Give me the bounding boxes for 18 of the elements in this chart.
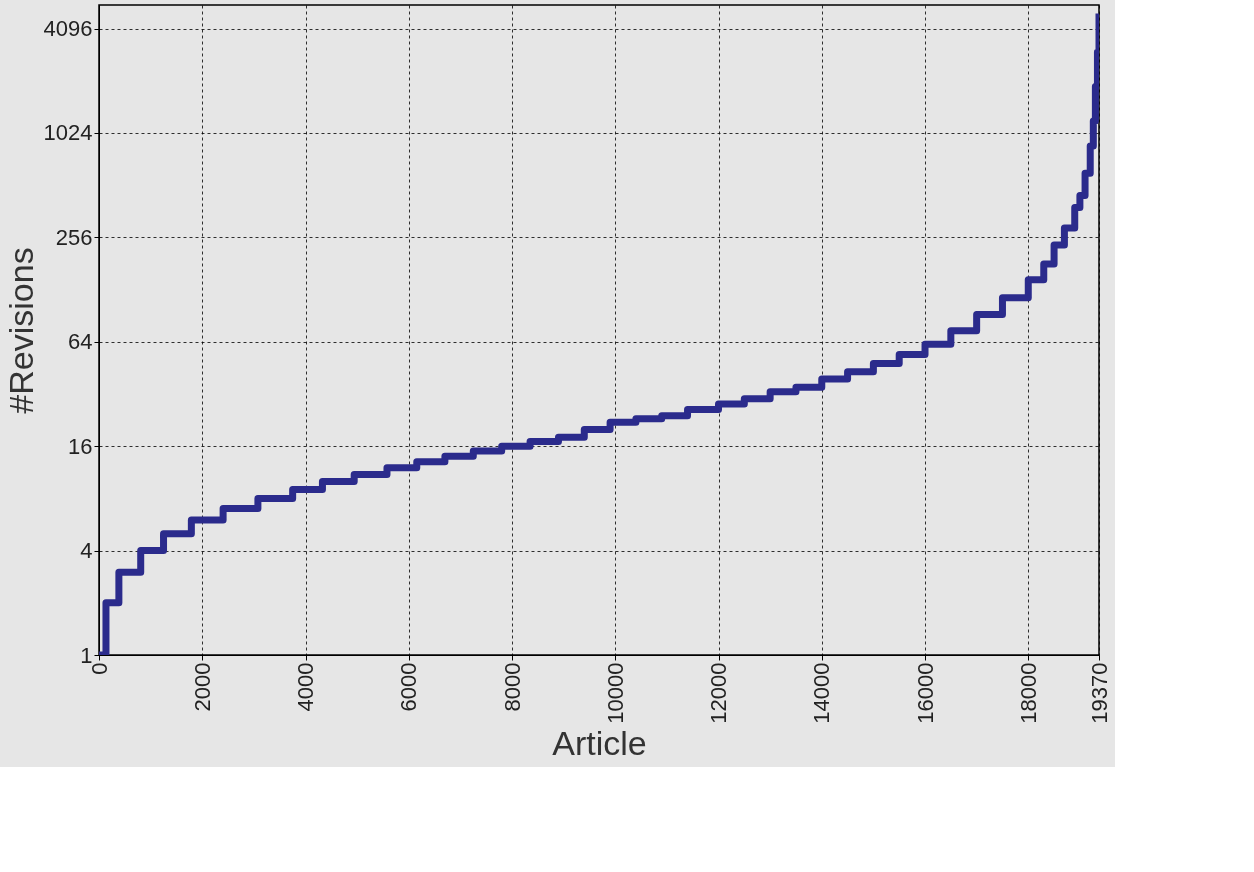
x-tick-label: 10000 [602,662,628,724]
y-tick-label: 1024 [43,120,93,146]
x-tick-label: 18000 [1015,662,1041,724]
x-tick-label: 4000 [293,662,318,712]
y-tick-label: 4 [80,538,93,564]
x-axis-title: Article [552,723,647,762]
x-tick-label: 12000 [706,662,732,724]
x-tick-label: 19370 [1086,662,1112,724]
x-tick-label: 16000 [912,662,938,724]
y-tick-label: 256 [55,224,93,250]
y-tick-label: 4096 [43,16,93,42]
x-tick-label: 14000 [809,662,835,724]
y-tick-label: 16 [68,433,93,459]
x-tick-label: 2000 [189,662,215,712]
x-tick-label: 6000 [396,662,422,712]
y-axis-title: #Revisions [1,247,40,414]
y-tick-label: 64 [68,329,93,355]
x-tick-label: 8000 [499,662,525,712]
